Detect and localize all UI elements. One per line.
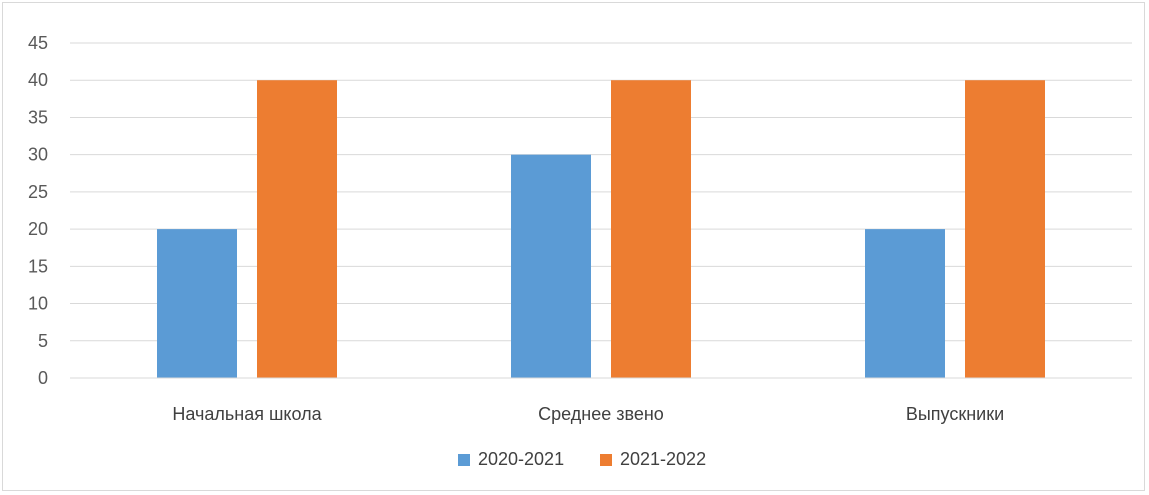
bars <box>157 80 1045 378</box>
y-tick-label: 40 <box>28 70 48 90</box>
y-tick-label: 25 <box>28 182 48 202</box>
category-label: Выпускники <box>906 404 1004 424</box>
y-tick-label: 30 <box>28 145 48 165</box>
category-label: Начальная школа <box>172 404 322 424</box>
bar-2021-2022-1 <box>257 80 337 378</box>
y-tick-label: 45 <box>28 33 48 53</box>
legend-swatch <box>458 454 470 466</box>
y-tick-label: 20 <box>28 219 48 239</box>
y-tick-label: 0 <box>38 368 48 388</box>
y-tick-label: 5 <box>38 331 48 351</box>
legend-swatch <box>600 454 612 466</box>
category-label: Среднее звено <box>538 404 664 424</box>
y-tick-label: 10 <box>28 294 48 314</box>
bar-2021-2022-2 <box>611 80 691 378</box>
y-tick-label: 15 <box>28 256 48 276</box>
gridlines <box>70 42 1132 342</box>
category-labels: Начальная школа Среднее звено Выпускники <box>172 404 1004 424</box>
y-axis-ticks: 0 5 10 15 20 25 30 35 40 45 <box>28 33 48 388</box>
bar-2020-2021-3 <box>865 229 945 378</box>
bar-2020-2021-1 <box>157 229 237 378</box>
bar-2021-2022-3 <box>965 80 1045 378</box>
y-tick-label: 35 <box>28 107 48 127</box>
legend-label: 2020-2021 <box>478 449 564 469</box>
legend-label: 2021-2022 <box>620 449 706 469</box>
bar-2020-2021-2 <box>511 154 591 378</box>
legend: 2020-2021 2021-2022 <box>458 449 706 469</box>
